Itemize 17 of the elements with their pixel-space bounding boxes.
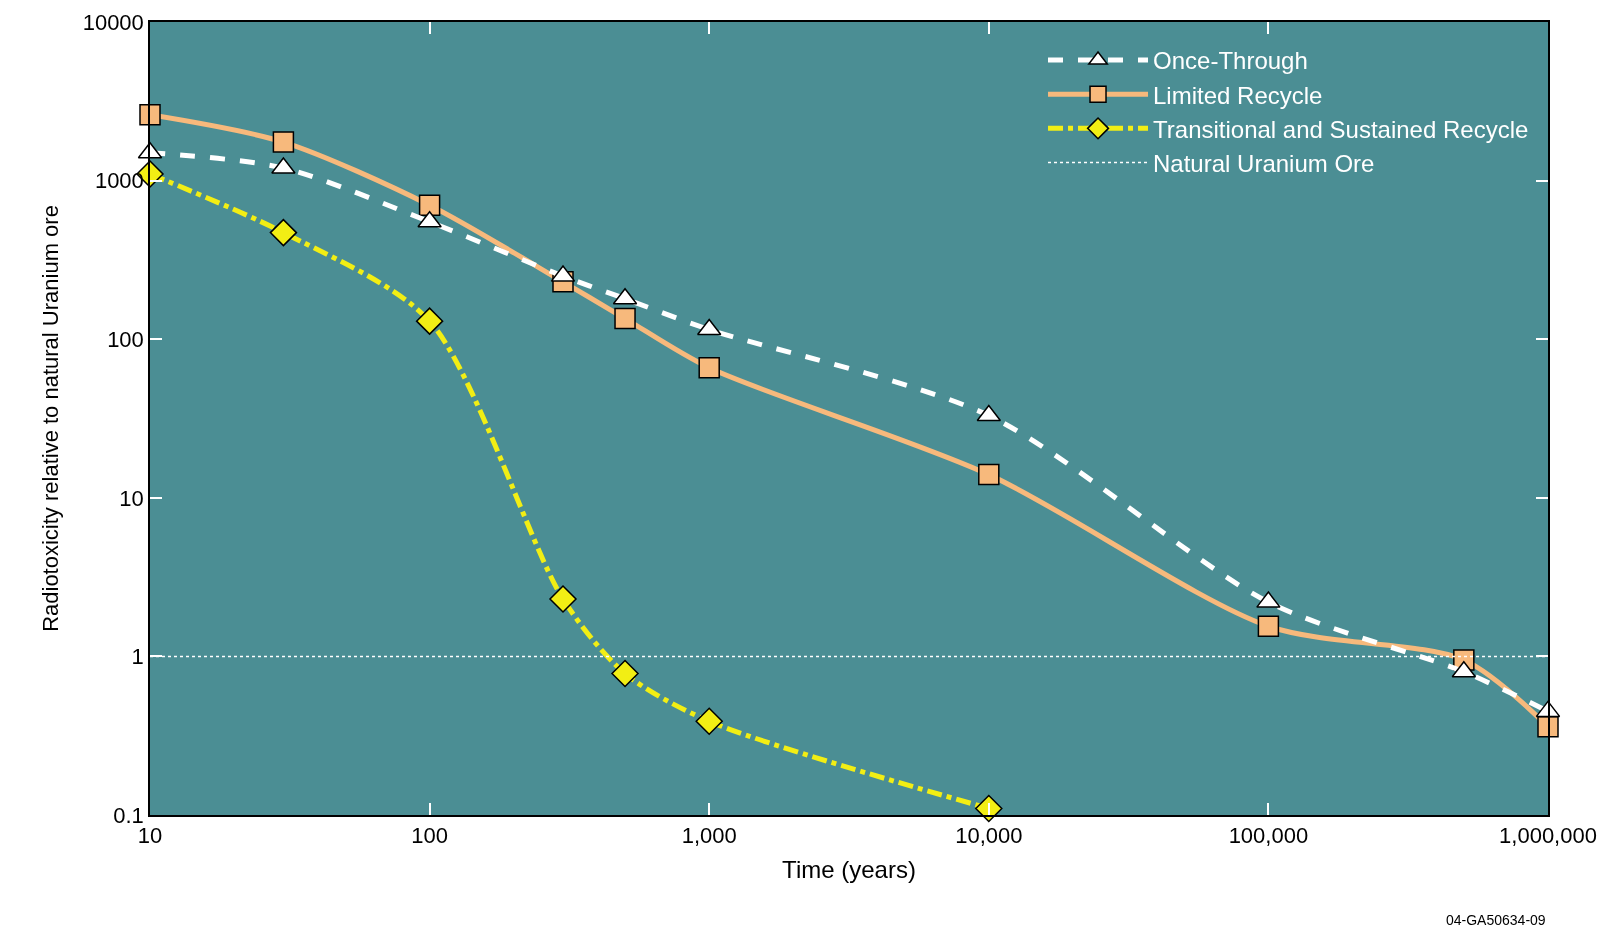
- y-tick-label: 100: [107, 326, 144, 352]
- x-axis-title: Time (years): [782, 855, 916, 883]
- y-tick-label: 10: [119, 485, 144, 511]
- legend-label: Once-Through: [1153, 47, 1308, 75]
- legend-label: Transitional and Sustained Recycle: [1153, 115, 1529, 143]
- y-tick-label: 1000: [94, 168, 144, 194]
- legend-label: Limited Recycle: [1153, 81, 1323, 109]
- y-axis-title: Radiotoxicity relative to natural Uranium ore: [37, 205, 63, 632]
- y-tick-label: 10000: [82, 9, 144, 35]
- x-tick-label: 100: [411, 823, 448, 849]
- legend-label: Natural Uranium Ore: [1153, 149, 1375, 177]
- y-tick-label: 1: [131, 644, 144, 670]
- x-tick-label: 100,000: [1228, 823, 1309, 849]
- text: 04-GA50634-09: [1446, 912, 1546, 928]
- x-tick-label: 10,000: [955, 823, 1023, 849]
- x-tick-label: 1,000: [681, 823, 737, 849]
- x-tick-label: 1,000,000: [1499, 823, 1597, 849]
